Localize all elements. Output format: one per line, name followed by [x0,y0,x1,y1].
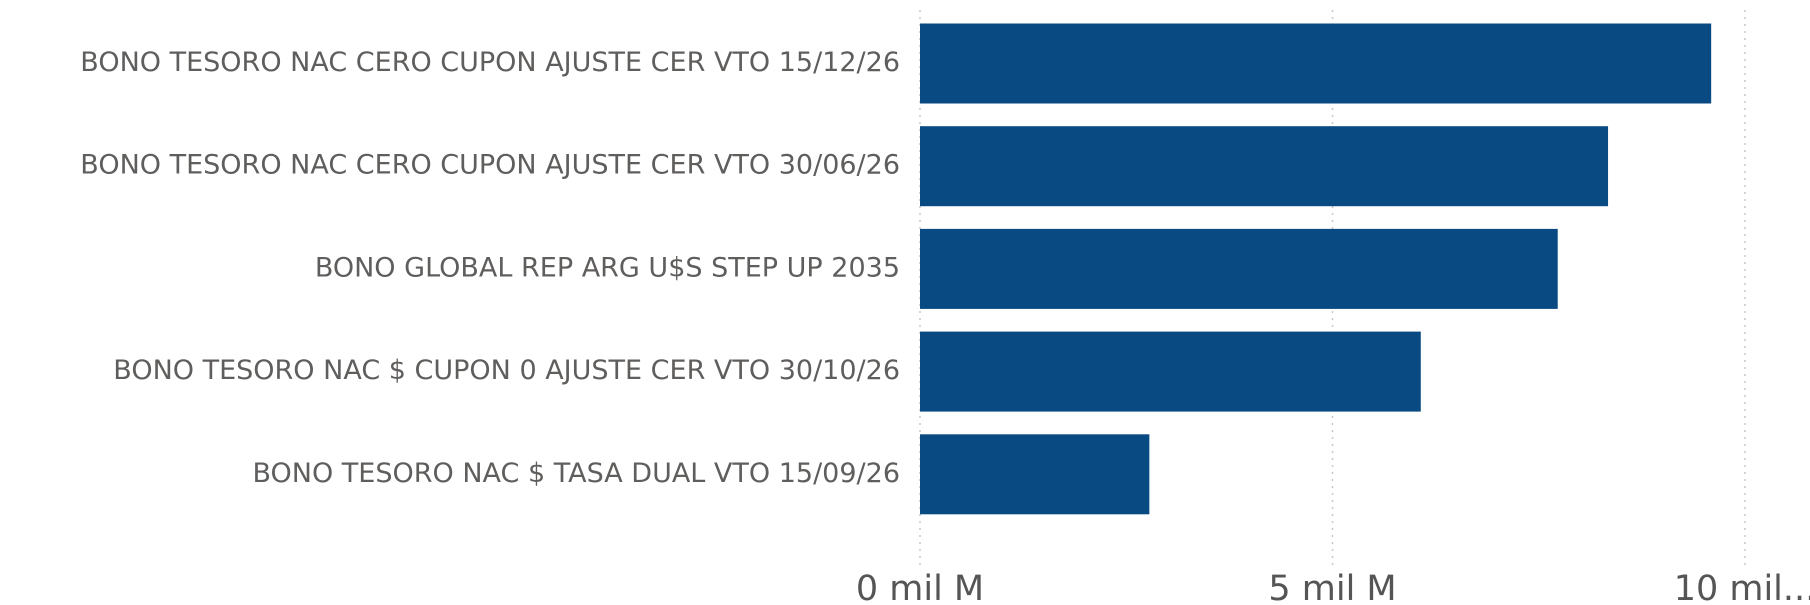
y-tick-label: BONO TESORO NAC $ CUPON 0 AJUSTE CER VTO… [113,355,900,386]
bar [920,331,1421,412]
x-tick-label: 10 mil... [1674,569,1810,605]
x-tick-label: 0 mil M [856,569,984,605]
bar [920,23,1712,104]
y-tick-label: BONO TESORO NAC CERO CUPON AJUSTE CER VT… [80,47,900,78]
bar [920,434,1150,515]
y-tick-label: BONO TESORO NAC $ TASA DUAL VTO 15/09/26 [252,458,900,489]
y-tick-label: BONO TESORO NAC CERO CUPON AJUSTE CER VT… [80,150,900,181]
x-tick-label: 5 mil M [1268,569,1396,605]
bar [920,126,1609,207]
y-tick-label: BONO GLOBAL REP ARG U$S STEP UP 2035 [315,252,900,283]
bar [920,228,1558,309]
